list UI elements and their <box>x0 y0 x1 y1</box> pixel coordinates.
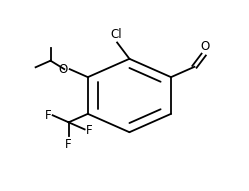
Text: O: O <box>59 63 68 76</box>
Text: F: F <box>65 138 72 151</box>
Text: O: O <box>200 40 210 53</box>
Text: Cl: Cl <box>110 28 122 41</box>
Text: F: F <box>45 109 52 122</box>
Text: F: F <box>86 124 92 137</box>
